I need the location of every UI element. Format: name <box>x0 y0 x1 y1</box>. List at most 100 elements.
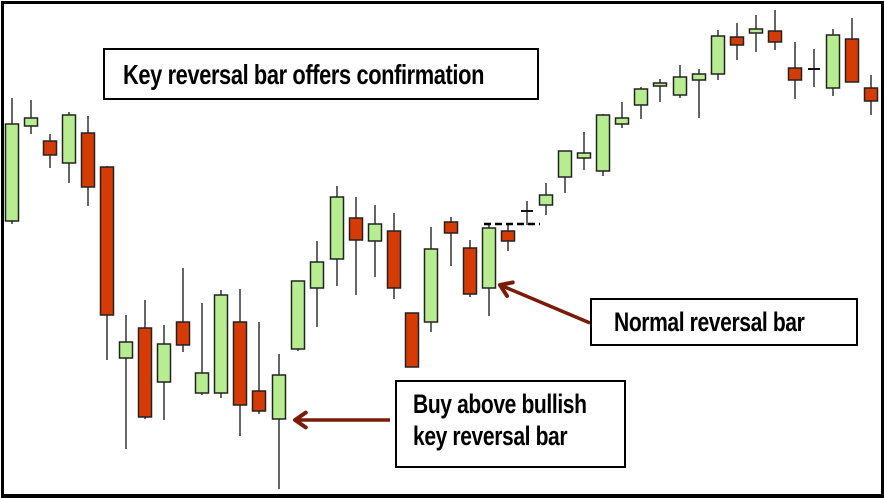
candle-body <box>844 38 860 83</box>
candle-body <box>767 30 783 43</box>
candle-body <box>710 35 726 75</box>
candle-body <box>423 248 439 323</box>
candle-body <box>614 117 630 125</box>
arrow-icon <box>498 280 591 325</box>
candle-bull <box>23 100 39 134</box>
arrow-icon <box>293 410 390 430</box>
candle-body <box>863 87 879 102</box>
candle-bear <box>500 224 516 251</box>
candle-body <box>271 374 287 420</box>
candle-body <box>99 166 115 316</box>
candle-bull <box>633 87 649 119</box>
candle-bear <box>232 289 248 436</box>
candle-bear <box>42 134 58 168</box>
candle-bull <box>614 102 630 128</box>
candle-body <box>348 217 364 241</box>
title-text: Key reversal bar offers confirmation <box>123 59 485 90</box>
candle-body <box>232 321 248 406</box>
buy-annotation-line2: key reversal bar <box>413 421 568 452</box>
candle-bull <box>595 114 611 176</box>
candle-bull <box>309 241 325 327</box>
candle-body <box>787 67 803 81</box>
annotation-arrows <box>293 280 591 430</box>
candle-bull <box>710 30 726 80</box>
candle-bear <box>386 213 402 299</box>
candle-bear <box>863 75 879 115</box>
candle-body <box>118 341 134 359</box>
candle-body <box>194 372 210 394</box>
candle-bull <box>329 186 345 286</box>
candle-bull <box>825 29 841 96</box>
candle-bull <box>557 150 573 193</box>
candle-bull <box>576 132 592 170</box>
candle-body <box>633 88 649 106</box>
candle-bull <box>481 224 497 316</box>
candle-body <box>500 230 516 242</box>
candle-body <box>691 73 707 81</box>
candle-bear <box>767 10 783 50</box>
candle-doji <box>521 201 533 225</box>
candle-body <box>42 140 58 156</box>
candle-body <box>825 34 841 89</box>
candle-body <box>481 227 497 289</box>
candle-body <box>23 117 39 127</box>
candle-body <box>729 36 745 46</box>
candle-body <box>156 343 172 383</box>
candle-bull <box>61 112 77 183</box>
candle-bull <box>423 227 439 332</box>
candle-bear <box>404 312 420 368</box>
candle-body <box>672 76 688 96</box>
candle-bull <box>4 98 20 224</box>
candle-body <box>404 312 420 368</box>
buy-annotation-line1: Buy above bullish <box>413 389 587 419</box>
candle-body <box>309 261 325 289</box>
candle-bull <box>367 205 383 277</box>
candle-body <box>290 280 306 350</box>
candle-bear <box>80 116 96 206</box>
normal-reversal-text: Normal reversal bar <box>614 307 805 337</box>
candle-body <box>386 230 402 289</box>
title-annotation-box: Key reversal bar offers confirmation <box>103 48 539 100</box>
candle-body <box>443 221 459 234</box>
candle-body <box>652 82 668 87</box>
candle-bear <box>443 217 459 266</box>
normal-reversal-annotation-box: Normal reversal bar <box>590 298 858 346</box>
candle-body <box>557 150 573 178</box>
candle-bear <box>462 240 478 297</box>
candle-bull <box>194 303 210 395</box>
candle-body <box>4 123 20 222</box>
candle-body <box>329 196 345 260</box>
candle-bull <box>691 69 707 118</box>
candle-body <box>213 294 229 394</box>
candle-body <box>80 132 96 188</box>
candle-bull <box>213 290 229 398</box>
candle-bull <box>290 280 306 351</box>
candle-bear <box>787 42 803 99</box>
candle-body <box>137 327 153 418</box>
candle-body <box>175 321 191 346</box>
candle-bear <box>251 322 267 414</box>
candle-bull <box>118 315 134 449</box>
candle-body <box>576 152 592 159</box>
candle-bull <box>672 65 688 98</box>
candle-body <box>367 223 383 242</box>
candle-body <box>595 114 611 172</box>
candle-body <box>748 28 764 34</box>
buy-annotation-box: Buy above bullish key reversal bar <box>395 380 626 468</box>
candle-bull <box>538 183 554 215</box>
candle-bull <box>156 325 172 420</box>
candle-bull <box>748 15 764 52</box>
candle-bull <box>652 79 668 102</box>
candle-body <box>538 194 554 206</box>
candle-bear <box>137 300 153 419</box>
candle-bear <box>99 166 115 360</box>
candle-bear <box>348 197 364 295</box>
candle-bear <box>844 18 860 83</box>
candle-bull <box>271 354 287 489</box>
candle-body <box>61 114 77 164</box>
candle-bear <box>175 268 191 352</box>
candles-group <box>4 10 879 489</box>
candle-body <box>251 390 267 412</box>
